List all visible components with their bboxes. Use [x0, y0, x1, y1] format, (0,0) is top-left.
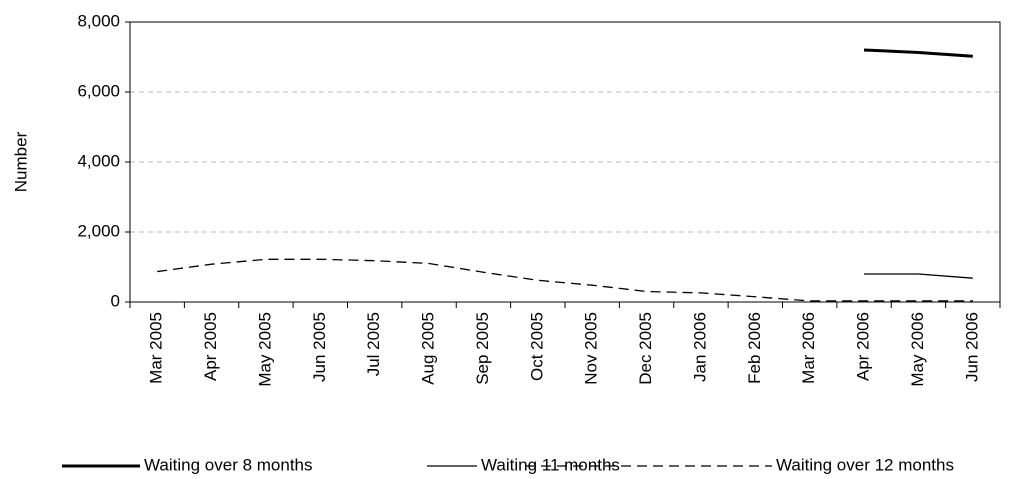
x-tick-label: Dec 2005: [636, 312, 655, 385]
x-tick-label: Mar 2005: [147, 312, 166, 384]
y-axis-label: Number: [11, 131, 30, 192]
x-tick-label: May 2005: [255, 312, 274, 387]
legend-label: Waiting 11 months: [481, 455, 620, 474]
x-tick-label: Sep 2005: [473, 312, 492, 385]
y-tick-label: 6,000: [77, 81, 120, 100]
x-tick-label: Nov 2005: [582, 312, 601, 385]
x-tick-label: Aug 2005: [419, 312, 438, 385]
y-tick-label: 0: [111, 291, 120, 310]
legend-label: Waiting over 12 months: [776, 455, 954, 474]
y-tick-label: 8,000: [77, 11, 120, 30]
x-tick-label: Jul 2005: [364, 312, 383, 376]
series-line: [864, 273, 973, 279]
y-tick-label: 4,000: [77, 151, 120, 170]
x-tick-label: Jun 2005: [310, 312, 329, 382]
x-tick-label: Apr 2005: [201, 312, 220, 381]
legend-label: Waiting over 8 months: [144, 455, 313, 474]
x-tick-label: Jun 2006: [962, 312, 981, 382]
x-tick-label: Mar 2006: [799, 312, 818, 384]
x-tick-label: Feb 2006: [745, 312, 764, 384]
x-tick-label: May 2006: [908, 312, 927, 387]
series-line: [157, 258, 973, 302]
y-tick-label: 2,000: [77, 221, 120, 240]
x-tick-label: Oct 2005: [527, 312, 546, 381]
series-line: [863, 48, 973, 58]
x-tick-label: Jan 2006: [690, 312, 709, 382]
x-tick-label: Apr 2006: [854, 312, 873, 381]
